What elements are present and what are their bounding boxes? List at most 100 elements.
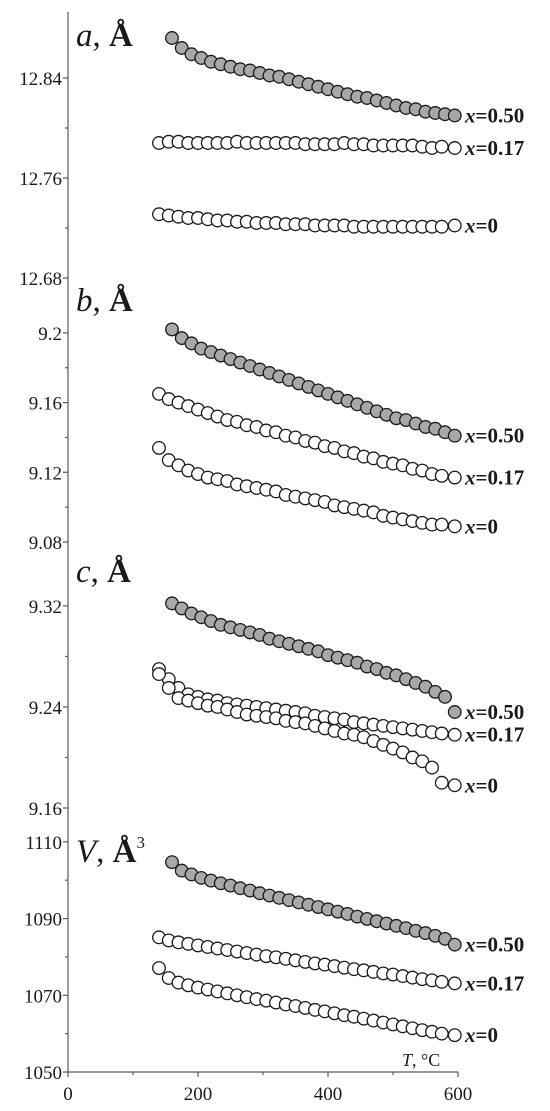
panel-title: a, Å: [76, 18, 133, 54]
series-label-variable: x: [464, 466, 476, 490]
series-label-variable: x: [464, 700, 476, 724]
data-point: [447, 218, 462, 233]
y-tick-label: 9.32: [29, 597, 62, 618]
panel-title-unit: Å: [113, 834, 137, 870]
series-label: x=0: [464, 214, 498, 238]
data-point: [165, 855, 179, 870]
panel-title-separator: ,: [91, 554, 108, 590]
data-point: [447, 1028, 462, 1043]
panel-title-variable: a: [76, 18, 93, 54]
panel-title-separator: ,: [93, 18, 110, 54]
y-tick-label: 12.84: [19, 69, 62, 90]
series-x-0: x=0: [152, 440, 498, 538]
panel-title-variable: c: [76, 554, 91, 590]
y-tick-label: 9.16: [29, 394, 62, 415]
series-label-value: =0: [476, 773, 498, 797]
panel-title: V, Å3: [76, 833, 145, 870]
series-label-variable: x: [464, 214, 476, 238]
data-point: [447, 705, 462, 719]
data-point: [434, 775, 449, 790]
series-label: x=0.50: [464, 700, 524, 724]
series-label: x=0.17: [464, 466, 524, 490]
series-label-variable: x: [464, 773, 476, 797]
y-tick-label: 9.12: [29, 463, 62, 484]
data-point: [447, 937, 462, 952]
series-label: x=0: [464, 773, 498, 797]
data-point: [434, 517, 449, 532]
x-axis-label: T, °C: [402, 1050, 440, 1070]
series-x-0: x=0: [152, 667, 498, 797]
data-point: [165, 31, 179, 45]
data-point: [434, 726, 449, 741]
data-point: [415, 754, 430, 769]
x-tick-label: 400: [314, 1084, 343, 1105]
data-point: [165, 322, 179, 337]
data-point: [447, 141, 462, 155]
series-label: x=0.50: [464, 933, 524, 957]
series-x-0: x=0: [152, 207, 498, 238]
series-x-0-17: x=0.17: [152, 386, 524, 490]
series-label-value: =0: [476, 514, 498, 538]
data-point: [447, 108, 462, 123]
panel-title-variable: V: [76, 834, 100, 870]
panel-title-superscript: 3: [137, 833, 146, 852]
y-tick-label: 12.68: [19, 269, 62, 290]
x-tick-label: 0: [63, 1084, 73, 1105]
series-x-0-50: x=0.50: [165, 322, 524, 448]
data-point: [161, 681, 176, 695]
series-label-variable: x: [464, 104, 476, 128]
x-axis-label-variable: T: [402, 1050, 414, 1070]
y-tick-label: 9.16: [29, 799, 62, 820]
y-tick-label: 9.24: [29, 698, 63, 719]
series-label: x=0.50: [464, 104, 524, 128]
series-label: x=0.50: [464, 424, 524, 448]
y-tick-label: 9.08: [29, 533, 62, 554]
data-point: [152, 440, 166, 455]
series-x-0-17: x=0.17: [152, 134, 524, 160]
panel-title: b, Å: [76, 283, 133, 319]
series-label-value: =0.50: [476, 104, 525, 128]
data-point: [152, 667, 166, 682]
series-label-variable: x: [464, 933, 476, 957]
series-label: x=0.17: [464, 723, 524, 747]
series-x-0-17: x=0.17: [152, 930, 524, 995]
panel-title-unit: Å: [109, 283, 133, 319]
data-point: [434, 468, 449, 483]
series-label-value: =0.50: [476, 424, 525, 448]
data-point: [434, 974, 449, 989]
series-label-variable: x: [464, 136, 476, 160]
x-tick-label: 200: [184, 1084, 213, 1105]
series-label-variable: x: [464, 514, 476, 538]
series-x-0: x=0: [152, 961, 498, 1047]
series-label-value: =0: [476, 1023, 498, 1047]
series-label-value: =0.50: [476, 700, 525, 724]
series-label-variable: x: [464, 971, 476, 995]
series-label-value: =0.17: [476, 971, 525, 995]
series-label-variable: x: [464, 723, 476, 747]
panel-title-separator: ,: [96, 834, 113, 870]
data-point: [447, 470, 462, 485]
y-tick-label: 9.2: [38, 324, 62, 345]
series-x-0-50: x=0.50: [165, 31, 524, 128]
panel-title-unit: Å: [107, 554, 131, 590]
data-point: [447, 428, 462, 443]
series-label-variable: x: [464, 424, 476, 448]
series-label: x=0: [464, 1023, 498, 1047]
x-tick-label: 600: [444, 1084, 473, 1105]
data-point: [447, 727, 462, 742]
panel-c: c, Å9.329.249.16x=0.50x=0.17x=0: [29, 554, 524, 820]
panel-title: c, Å: [76, 554, 131, 590]
y-tick-label: 12.76: [19, 169, 62, 190]
series-label-variable: x: [464, 1023, 476, 1047]
series-label: x=0.17: [464, 971, 524, 995]
data-point: [447, 519, 462, 534]
data-point: [438, 689, 452, 704]
series-label-value: =0.17: [476, 723, 525, 747]
series-label: x=0: [464, 514, 498, 538]
series-label: x=0.17: [464, 136, 524, 160]
series-label-value: =0: [476, 214, 498, 238]
data-point: [152, 961, 166, 975]
